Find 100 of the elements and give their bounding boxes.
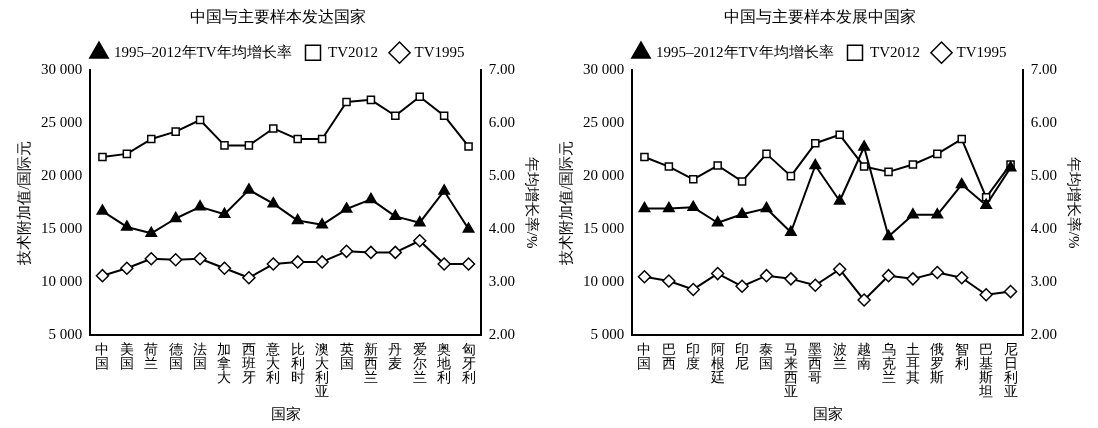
x-tick-label: 马来西亚	[783, 341, 798, 399]
point	[884, 167, 893, 177]
point	[291, 213, 304, 225]
y2-tick-label: 7.00	[1030, 61, 1057, 78]
point	[638, 201, 651, 213]
y-tick-label: 30 000	[583, 61, 625, 78]
point	[710, 266, 725, 281]
point	[955, 177, 968, 189]
point	[120, 261, 134, 276]
x-tick-label: 德国	[168, 341, 183, 371]
y2-tick-label: 4.00	[1030, 220, 1057, 237]
point	[662, 274, 676, 288]
x-tick-label: 尼日利亚	[1003, 341, 1018, 399]
point	[931, 208, 944, 219]
x-axis-title: 国家	[812, 405, 843, 422]
y2-tick-label: 2.00	[1030, 325, 1057, 342]
x-axis-title: 国家	[270, 405, 301, 422]
point	[364, 245, 378, 260]
point	[290, 255, 305, 269]
y2-tick-label: 6.00	[1030, 114, 1057, 131]
chart-title: 中国与主要样本发展中国家	[724, 7, 916, 25]
point	[882, 229, 895, 241]
x-tick-label: 新西兰	[363, 341, 378, 385]
x-tick-label: 丹麦	[388, 341, 403, 371]
point	[809, 158, 822, 170]
point	[464, 142, 473, 151]
point	[412, 233, 427, 248]
x-tick-label: 英国	[339, 341, 354, 371]
point	[437, 257, 451, 271]
point	[266, 257, 281, 271]
legend-label: TV1995	[414, 43, 465, 60]
point	[759, 268, 774, 283]
y-axis-title: 技术附加值/国际元	[15, 140, 32, 266]
point	[881, 268, 896, 283]
y2-tick-label: 7.00	[488, 61, 515, 78]
point	[857, 293, 871, 307]
point	[317, 134, 327, 144]
point	[735, 279, 749, 294]
point	[439, 111, 449, 121]
point	[784, 225, 797, 237]
x-tick-label: 越南	[857, 341, 872, 371]
x-tick-label: 中国	[637, 341, 652, 371]
point	[171, 127, 180, 136]
legend-label: 1995–2012年TV年均增长率	[656, 43, 834, 60]
x-tick-label: 比利时	[290, 341, 305, 385]
x-tick-label: 爱尔兰	[412, 341, 427, 385]
point	[711, 215, 724, 227]
x-tick-label: 波兰	[832, 341, 847, 371]
point	[438, 184, 451, 195]
point	[906, 272, 920, 286]
x-tick-label: 奥地利	[436, 341, 452, 385]
legend-label: 1995–2012年TV年均增长率	[114, 43, 292, 60]
point	[193, 251, 207, 266]
chart-title: 中国与主要样本发达国家	[190, 7, 366, 25]
point	[269, 124, 278, 133]
point	[95, 268, 110, 283]
y2-tick-label: 3.00	[1030, 272, 1057, 289]
point	[195, 115, 205, 125]
point	[415, 92, 425, 101]
point	[340, 202, 353, 213]
y-tick-label: 15 000	[41, 220, 83, 237]
y-tick-label: 20 000	[583, 167, 625, 184]
x-tick-label: 巴西	[661, 341, 676, 371]
point	[637, 269, 652, 284]
point	[145, 226, 158, 238]
point	[713, 161, 722, 170]
point	[957, 134, 967, 144]
point	[242, 271, 256, 285]
x-tick-label: 荷兰	[144, 341, 159, 371]
point	[146, 134, 156, 144]
y-tick-label: 25 000	[583, 114, 625, 131]
legend-label: TV2012	[328, 43, 378, 60]
y-tick-label: 30 000	[41, 61, 83, 78]
x-tick-label: 意大利	[265, 341, 281, 385]
point	[1003, 284, 1018, 299]
point	[737, 177, 747, 186]
x-tick-label: 法国	[193, 341, 208, 371]
y2-tick-label: 5.00	[488, 167, 515, 184]
point	[835, 130, 844, 140]
point	[242, 183, 255, 194]
x-tick-label: 印度	[686, 341, 701, 371]
point	[736, 207, 749, 218]
point	[786, 171, 796, 181]
y2-axis-title: 年均增长率/%	[1066, 156, 1083, 249]
point	[194, 200, 207, 211]
y2-tick-label: 4.00	[488, 220, 515, 237]
x-tick-label: 土耳其	[905, 341, 920, 385]
point	[339, 244, 354, 259]
x-tick-label: 乌克兰	[881, 341, 896, 385]
legend-label: TV2012	[870, 43, 920, 60]
point	[462, 222, 475, 233]
point	[267, 196, 280, 208]
point	[218, 207, 231, 218]
point	[122, 149, 132, 159]
x-tick-label: 阿根廷	[709, 341, 725, 385]
y-tick-label: 10 000	[583, 272, 625, 289]
point	[688, 175, 698, 184]
point	[908, 160, 918, 169]
point	[760, 201, 773, 213]
point	[461, 257, 476, 271]
